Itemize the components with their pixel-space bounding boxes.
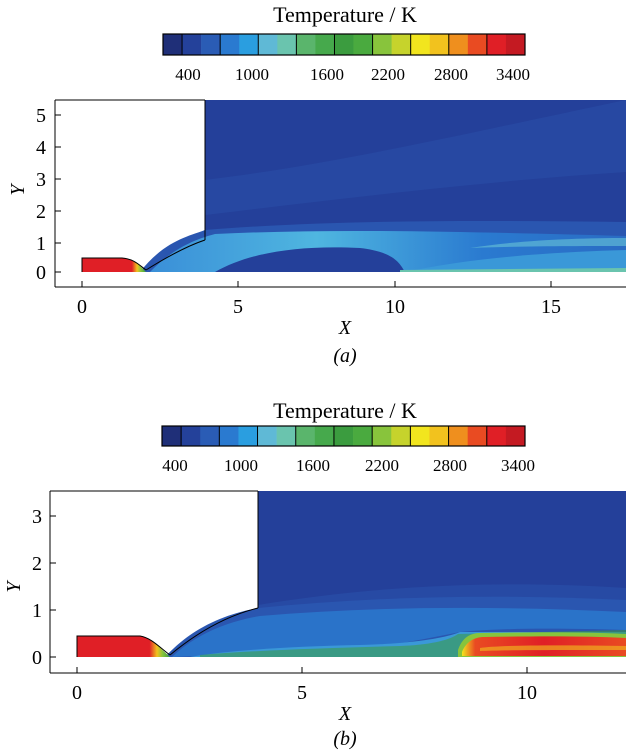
colorbar-b-segment (219, 426, 239, 446)
y-tick-b-0: 0 (32, 647, 42, 669)
colorbar-b-segment (257, 426, 277, 446)
panel-b: Temperature / K 400 1000 1600 2200 2800 … (3, 398, 626, 750)
colorbar-a-segment (334, 34, 354, 55)
colorbar-a-segment (448, 34, 469, 55)
colorbar-tick-b-1600: 1600 (296, 456, 330, 475)
colorbar-tick-a-1000: 1000 (235, 65, 269, 84)
x-axis-label-a: X (338, 317, 352, 339)
colorbar-a-segment (505, 34, 526, 55)
colorbar-a-segment (410, 34, 431, 55)
colorbar-tick-a-400: 400 (175, 65, 201, 84)
colorbar-a-segment (182, 34, 202, 55)
colorbar-b-segment (410, 426, 430, 446)
colorbar-b-segment (162, 426, 182, 446)
y-tick-a-0: 0 (36, 262, 46, 284)
colorbar-a-segment (277, 34, 297, 55)
colorbar-tick-a-2800: 2800 (434, 65, 468, 84)
temperature-field-a (55, 100, 626, 272)
x-tick-b-0: 0 (72, 682, 82, 704)
y-ticks-a: 0 1 2 3 4 5 (36, 105, 46, 284)
colorbar-a (162, 33, 526, 56)
colorbar-a-segment (391, 34, 411, 55)
x-tick-b-10: 10 (517, 682, 537, 704)
x-tick-a-5: 5 (233, 296, 243, 318)
colorbar-a-segment (296, 34, 316, 55)
colorbar-b-segment (295, 426, 316, 446)
y-tick-a-3: 3 (36, 169, 46, 191)
colorbar-a-segment (486, 34, 507, 55)
x-tick-a-0: 0 (77, 296, 87, 318)
colorbar-b-segment (486, 426, 507, 446)
colorbar-a-segment (258, 34, 278, 55)
colorbar-b-segment (181, 426, 201, 446)
y-tick-b-2: 2 (32, 553, 42, 575)
colorbar-a-segment (372, 34, 392, 55)
colorbar-tick-a-1600: 1600 (310, 65, 344, 84)
x-ticks-a: 0 5 10 15 (77, 296, 561, 318)
colorbar-a-segment (239, 34, 259, 55)
y-ticks-b: 0 1 2 3 (32, 506, 42, 669)
y-tick-a-4: 4 (36, 137, 46, 159)
colorbar-a-segment (163, 34, 183, 55)
colorbar-a-segment (315, 34, 335, 55)
colorbar-b-segment (391, 426, 411, 446)
colorbar-b-segment (314, 426, 335, 446)
colorbar-b-frame (161, 425, 526, 447)
colorbar-b-segment (333, 426, 354, 446)
y-tick-a-5: 5 (36, 105, 46, 127)
y-axis-label-a: Y (7, 183, 29, 196)
colorbar-a-segment (429, 34, 450, 55)
caption-a: (a) (333, 345, 357, 367)
colorbar-b-segment (505, 426, 526, 446)
colorbar-a-segment (220, 34, 240, 55)
colorbar-tick-a-3400: 3400 (496, 65, 530, 84)
x-tick-a-10: 10 (385, 296, 405, 318)
colorbar-title-b: Temperature / K (273, 398, 417, 423)
x-axis-label-b: X (338, 703, 352, 725)
colorbar-b-segment (353, 426, 373, 446)
colorbar-b-segment (200, 426, 220, 446)
colorbar-a-segment (201, 34, 221, 55)
colorbar-b-segment (238, 426, 258, 446)
axes-a (54, 100, 626, 288)
colorbar-tick-b-2200: 2200 (365, 456, 399, 475)
y-tick-a-1: 1 (36, 233, 46, 255)
colorbar-tick-b-3400: 3400 (501, 456, 535, 475)
colorbar-title-a: Temperature / K (273, 2, 417, 27)
y-tick-a-2: 2 (36, 201, 46, 223)
colorbar-a-frame (162, 33, 526, 56)
colorbar-b-segment (448, 426, 468, 446)
colorbar-ticks-a: 400 1000 1600 2200 2800 3400 (175, 65, 530, 84)
x-tick-b-5: 5 (297, 682, 307, 704)
colorbar-a-segment (467, 34, 488, 55)
x-ticks-b: 0 5 10 (72, 682, 537, 704)
colorbar-tick-b-1000: 1000 (224, 456, 258, 475)
colorbar-b-segment (276, 426, 297, 446)
colorbar-b-segment (372, 426, 392, 446)
y-axis-label-b: Y (3, 580, 25, 593)
panel-a: Temperature / K 400 1000 1600 2200 2800 … (7, 2, 626, 367)
temperature-field-b (50, 491, 626, 657)
y-tick-b-3: 3 (32, 506, 42, 528)
axes-b (49, 491, 626, 674)
x-tick-a-15: 15 (541, 296, 561, 318)
colorbar-b-segment (429, 426, 449, 446)
colorbar-tick-b-400: 400 (162, 456, 188, 475)
colorbar-a-segment (353, 34, 373, 55)
caption-b: (b) (333, 728, 357, 750)
colorbar-tick-b-2800: 2800 (433, 456, 467, 475)
colorbar-b-segment (467, 426, 488, 446)
y-tick-b-1: 1 (32, 600, 42, 622)
colorbar-b (161, 425, 526, 447)
colorbar-ticks-b: 400 1000 1600 2200 2800 3400 (162, 456, 535, 475)
colorbar-tick-a-2200: 2200 (371, 65, 405, 84)
